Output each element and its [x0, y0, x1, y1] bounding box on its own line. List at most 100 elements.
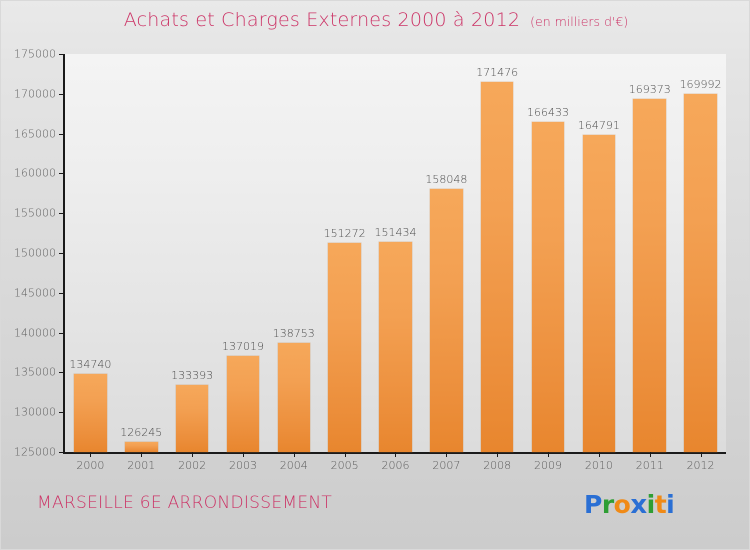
x-tick-mark: [446, 452, 448, 457]
bar[interactable]: [582, 135, 616, 452]
x-axis-tick-label: 2006: [381, 459, 410, 472]
x-tick-mark: [192, 452, 194, 457]
bar-group[interactable]: 134740 2000: [65, 54, 116, 472]
bar-value-label: 134740: [69, 358, 112, 372]
bar[interactable]: [633, 98, 666, 452]
y-tick-mark: [59, 93, 65, 95]
y-axis-tick-label: 150000: [14, 246, 56, 260]
x-axis-tick-label: 2005: [330, 459, 359, 472]
y-axis-tick-label: 170000: [14, 87, 56, 101]
bar[interactable]: [480, 82, 514, 452]
bar-group[interactable]: 126245 2001: [116, 54, 167, 472]
y-axis-tick-label: 145000: [14, 286, 56, 300]
bar-value-label: 138753: [272, 326, 315, 340]
bar[interactable]: [531, 122, 565, 452]
chart-units-subtitle: (en milliers d'€): [530, 14, 629, 29]
bar[interactable]: [328, 242, 361, 452]
plot-area: 125000 130000 135000 140000 145000 150000 1550…: [14, 48, 726, 472]
bar[interactable]: [684, 93, 717, 452]
bar-group[interactable]: 171476 2008: [472, 54, 523, 472]
x-axis-tick-label: 2011: [635, 459, 664, 472]
y-tick-mark: [59, 372, 65, 374]
area-name-label: MARSEILLE 6E ARRONDISSEMENT: [37, 493, 333, 513]
bar-value-label: 126245: [120, 426, 163, 440]
x-tick-mark: [344, 452, 346, 457]
bar-group[interactable]: 138753 2004: [268, 54, 319, 472]
y-axis-tick-label: 175000: [14, 47, 56, 61]
x-tick-mark: [90, 452, 92, 457]
y-axis-tick-label: 155000: [14, 206, 56, 220]
x-tick-mark: [293, 452, 295, 457]
chart-header: Achats et Charges Externes 2000 à 2012 (e…: [1, 9, 750, 35]
bar-value-label: 137019: [221, 340, 264, 354]
bar[interactable]: [277, 342, 311, 452]
y-tick-mark: [59, 253, 65, 254]
bar-group[interactable]: 158048 2007: [421, 54, 472, 472]
y-tick-mark: [59, 412, 65, 414]
y-tick-mark: [59, 173, 65, 175]
x-tick-mark: [548, 452, 550, 457]
y-axis-tick-label: 165000: [14, 127, 56, 141]
bar[interactable]: [379, 241, 412, 452]
bar-group[interactable]: 137019 2003: [218, 54, 269, 472]
x-axis-tick-label: 2002: [178, 459, 207, 472]
x-axis-tick-label: 2001: [127, 459, 156, 472]
logo-letter: i: [666, 490, 675, 519]
bar-value-label: 171476: [476, 66, 519, 80]
bar-value-label: 169373: [628, 82, 671, 96]
bar-value-label: 133393: [171, 369, 214, 383]
x-tick-mark: [497, 452, 499, 457]
bar-value-label: 169992: [679, 77, 722, 91]
bar-value-label: 151272: [323, 226, 366, 240]
x-tick-mark: [141, 452, 143, 457]
bar[interactable]: [74, 374, 107, 452]
y-axis-tick-label: 160000: [14, 166, 56, 180]
bar[interactable]: [226, 356, 260, 452]
bar-group[interactable]: 151434 2006: [370, 54, 421, 472]
x-axis-tick-label: 2000: [76, 459, 105, 472]
bar-group[interactable]: 151272 2005: [319, 54, 370, 472]
y-tick-mark: [59, 332, 65, 334]
bar-group[interactable]: 164791 2010: [573, 54, 624, 472]
x-tick-mark: [598, 452, 600, 457]
logo-letter: P: [584, 490, 602, 519]
y-axis-tick-label: 125000: [14, 445, 56, 459]
y-axis-tick-label: 135000: [14, 365, 56, 379]
y-tick-mark: [59, 54, 65, 55]
x-axis-tick-label: 2010: [584, 459, 613, 472]
bar[interactable]: [124, 442, 158, 452]
logo-letter: x: [630, 490, 647, 520]
y-axis-tick-label: 140000: [14, 326, 56, 340]
y-tick-mark: [59, 452, 65, 453]
x-tick-mark: [649, 452, 651, 457]
bar[interactable]: [430, 188, 463, 452]
logo-letter: r: [601, 490, 614, 519]
proxiti-logo[interactable]: Proxiti: [584, 490, 675, 520]
bar-value-label: 158048: [425, 172, 468, 186]
logo-letter: t: [654, 490, 667, 519]
bar-value-label: 164791: [577, 119, 620, 133]
logo-letter: o: [613, 490, 631, 519]
x-axis-tick-label: 2004: [279, 459, 308, 472]
logo-letter: i: [646, 490, 656, 519]
bar-group[interactable]: 133393 2002: [167, 54, 218, 472]
x-axis-tick-label: 2012: [686, 459, 715, 472]
page-title: Achats et Charges Externes 2000 à 2012: [123, 9, 521, 31]
bar-value-label: 151434: [374, 225, 417, 239]
bar-group[interactable]: 169992 2012: [675, 54, 726, 472]
y-tick-mark: [59, 133, 65, 135]
bar-group[interactable]: 166433 2009: [523, 54, 574, 472]
x-axis-tick-label: 2008: [483, 459, 512, 472]
bar-value-label: 166433: [527, 106, 570, 120]
bar[interactable]: [175, 385, 209, 452]
y-axis-tick-label: 130000: [14, 405, 56, 419]
bar-group[interactable]: 169373 2011: [624, 54, 675, 472]
x-tick-mark: [700, 452, 702, 457]
x-axis-tick-label: 2009: [534, 459, 563, 472]
x-axis-tick-label: 2003: [228, 459, 257, 472]
x-axis-tick-label: 2007: [432, 459, 461, 472]
y-tick-mark: [59, 292, 65, 294]
x-tick-mark: [242, 452, 244, 457]
x-tick-mark: [395, 452, 397, 457]
